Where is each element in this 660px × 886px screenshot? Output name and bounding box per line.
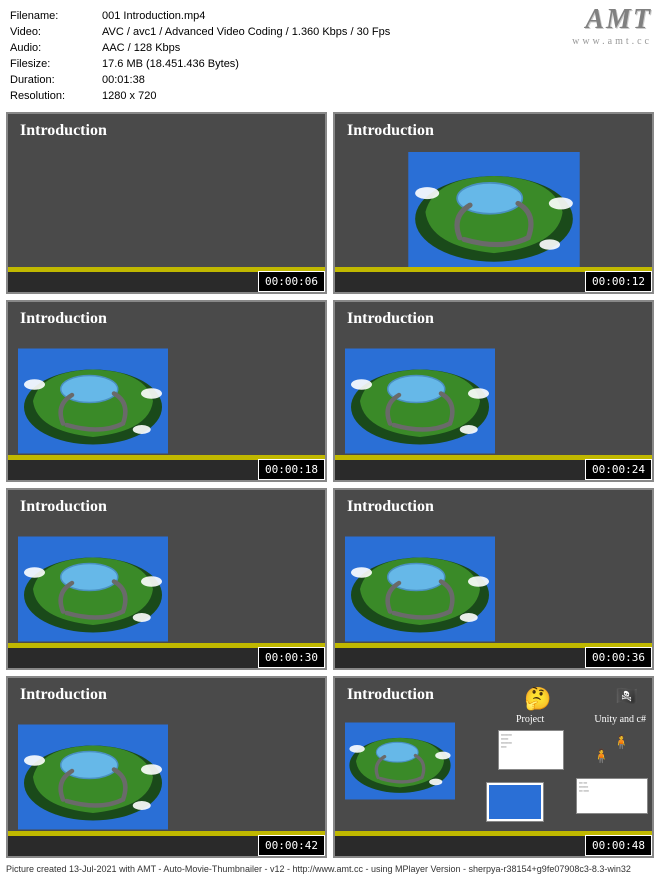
meta-audio: Audio: AAC / 128 Kbps <box>10 40 650 56</box>
slide-title: Introduction <box>8 114 325 148</box>
thumbnail: Introduction 00:00:18 <box>6 300 327 482</box>
slide-title: Introduction <box>8 490 325 524</box>
preview-window-icon <box>486 782 544 822</box>
thumbnail: Introduction 00:00:24 <box>333 300 654 482</box>
meta-label: Resolution: <box>10 88 102 104</box>
island-graphic <box>345 534 495 644</box>
meta-resolution: Resolution: 1280 x 720 <box>10 88 650 104</box>
logo: AMT www.amt.cc <box>572 4 652 47</box>
island-graphic <box>364 152 624 272</box>
timestamp: 00:00:42 <box>258 835 325 856</box>
meta-value: 001 Introduction.mp4 <box>102 8 205 24</box>
sprite-icon: 🧍 <box>593 748 610 765</box>
thumbnail-grid: Introduction 00:00:06 Introduction 00:00:1… <box>0 108 660 862</box>
timestamp: 00:00:48 <box>585 835 652 856</box>
timestamp: 00:00:18 <box>258 459 325 480</box>
meta-filesize: Filesize: 17.6 MB (18.451.436 Bytes) <box>10 56 650 72</box>
meta-value: 1280 x 720 <box>102 88 156 104</box>
meta-value: AAC / 128 Kbps <box>102 40 180 56</box>
thumbnail: Introduction 00:00:42 <box>6 676 327 858</box>
slide-title: Introduction <box>335 114 652 148</box>
thumbnail: Introduction 00:00:30 <box>6 488 327 670</box>
island-graphic <box>18 722 168 832</box>
timestamp: 00:00:36 <box>585 647 652 668</box>
footer: Picture created 13-Jul-2021 with AMT - A… <box>0 862 660 876</box>
extras-panel: 🤔 Project 🏴‍☠️ Unity and c# ━━━━━━━━━━━━… <box>506 686 646 836</box>
meta-value: 17.6 MB (18.451.436 Bytes) <box>102 56 239 72</box>
meta-value: AVC / avc1 / Advanced Video Coding / 1.3… <box>102 24 390 40</box>
logo-url: www.amt.cc <box>572 36 652 47</box>
timestamp: 00:00:30 <box>258 647 325 668</box>
island-graphic <box>345 346 495 456</box>
meta-value: 00:01:38 <box>102 72 145 88</box>
editor-window-icon: ━━ ━━━━━━━━━ ━━━ <box>576 778 648 814</box>
sprite-icon: 🧍 <box>613 734 630 751</box>
slide-title: Introduction <box>8 678 325 712</box>
code-window-icon: ━━━━━━━━━━━━━━━━━━━ <box>498 730 564 770</box>
thinking-emoji-icon: 🤔 <box>524 686 551 712</box>
meta-label: Filesize: <box>10 56 102 72</box>
island-graphic <box>345 718 455 804</box>
timestamp: 00:00:24 <box>585 459 652 480</box>
meta-label: Audio: <box>10 40 102 56</box>
slide-title: Introduction <box>335 302 652 336</box>
thumbnail: Introduction 00:00:06 <box>6 112 327 294</box>
slide-title: Introduction <box>8 302 325 336</box>
meta-label: Filename: <box>10 8 102 24</box>
meta-duration: Duration: 00:01:38 <box>10 72 650 88</box>
thumbnail: Introduction 00:00:36 <box>333 488 654 670</box>
meta-video: Video: AVC / avc1 / Advanced Video Codin… <box>10 24 650 40</box>
meta-label: Video: <box>10 24 102 40</box>
slide-title: Introduction <box>335 490 652 524</box>
header: Filename: 001 Introduction.mp4 Video: AV… <box>0 0 660 108</box>
timestamp: 00:00:06 <box>258 271 325 292</box>
thumbnail: Introduction 🤔 Project 🏴‍☠️ Unity and c#… <box>333 676 654 858</box>
thumbnail: Introduction 00:00:12 <box>333 112 654 294</box>
meta-label: Duration: <box>10 72 102 88</box>
unity-label: Unity and c# <box>594 714 646 725</box>
logo-text: AMT <box>572 4 652 36</box>
project-label: Project <box>516 714 544 725</box>
island-graphic <box>18 534 168 644</box>
island-graphic <box>18 346 168 456</box>
meta-filename: Filename: 001 Introduction.mp4 <box>10 8 650 24</box>
pirate-icon: 🏴‍☠️ <box>616 686 638 707</box>
timestamp: 00:00:12 <box>585 271 652 292</box>
